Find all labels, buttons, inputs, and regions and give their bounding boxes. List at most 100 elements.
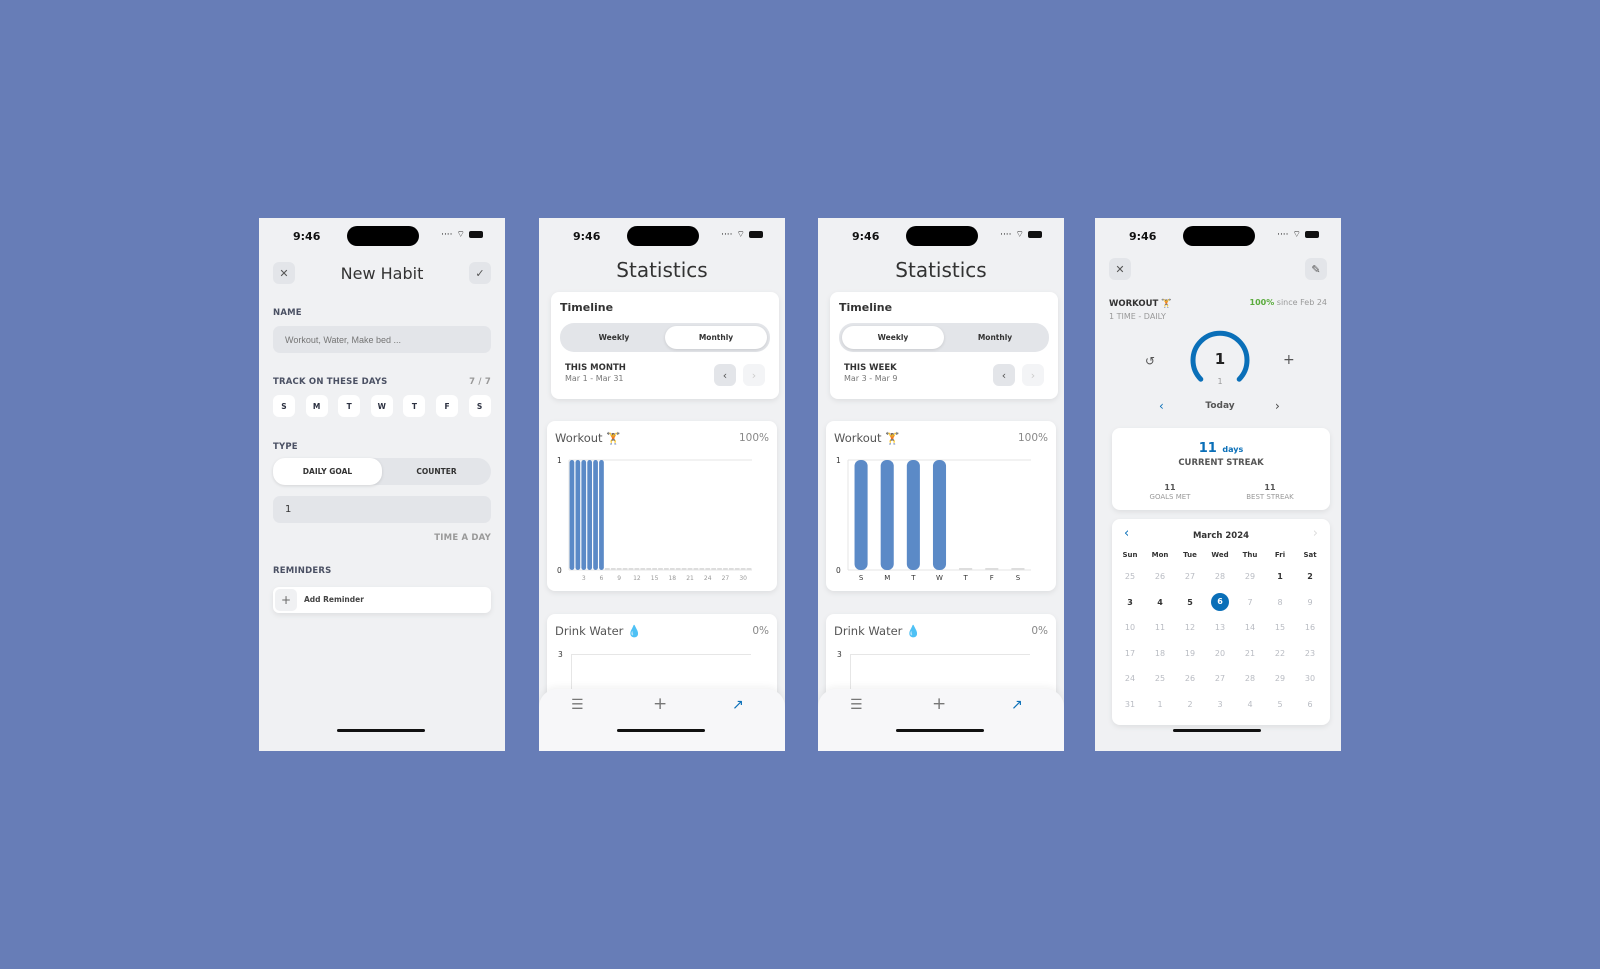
calendar-day[interactable]: 24 [1124, 674, 1136, 684]
calendar-day[interactable]: 2 [1187, 700, 1193, 709]
status-time: 9:46 [1129, 230, 1157, 243]
calendar-day[interactable]: 17 [1124, 648, 1136, 658]
calendar-day[interactable]: 30 [1304, 674, 1316, 684]
calendar-day[interactable]: 29 [1274, 674, 1286, 684]
day-label: Today [1205, 401, 1235, 411]
calendar-day[interactable]: 11 [1154, 623, 1166, 633]
calendar-day[interactable]: 31 [1124, 700, 1136, 709]
calendar-day[interactable]: 26 [1184, 674, 1196, 684]
day-toggle[interactable]: W [370, 395, 393, 417]
battery-icon [749, 231, 763, 238]
tab-monthly[interactable]: Monthly [977, 333, 1013, 342]
day-toggle[interactable]: F [436, 395, 458, 417]
y-tick-label: 0 [557, 566, 562, 575]
next-period-button[interactable]: › [743, 364, 765, 386]
bar [599, 460, 604, 570]
calendar-day[interactable]: 1 [1157, 700, 1163, 709]
calendar-day[interactable]: 28 [1214, 572, 1226, 581]
tab-weekly[interactable]: Weekly [598, 333, 630, 342]
calendar-day[interactable]: 2 [1307, 572, 1313, 581]
calendar-day[interactable]: 14 [1244, 623, 1256, 633]
goal-value: 1 [1217, 377, 1223, 386]
y-tick-label: 1 [836, 456, 841, 465]
name-input[interactable] [273, 326, 491, 353]
previous-period-button[interactable]: ‹ [993, 364, 1015, 386]
tab-habits[interactable]: ☰ [850, 697, 863, 713]
calendar-day[interactable]: 6 [1211, 592, 1229, 611]
calendar-day[interactable]: 22 [1274, 648, 1286, 658]
calendar-day[interactable]: 3 [1127, 597, 1133, 607]
calendar-day[interactable]: 3 [1217, 700, 1223, 709]
calendar-day[interactable]: 5 [1187, 597, 1193, 607]
calendar-day[interactable]: 6 [1307, 700, 1313, 709]
day-toggle[interactable]: M [305, 395, 328, 417]
day-toggle[interactable]: T [338, 395, 361, 417]
chevron-left-icon: ‹ [1124, 526, 1130, 541]
calendar-day[interactable]: 21 [1244, 648, 1256, 658]
calendar-day[interactable]: 29 [1244, 572, 1256, 581]
confirm-button[interactable]: ✓ [469, 262, 491, 284]
calendar-day[interactable]: 25 [1124, 572, 1136, 581]
add-reminder-button[interactable]: + Add Reminder [273, 587, 491, 613]
day-toggle[interactable]: S [468, 395, 491, 417]
history-button[interactable]: ↺ [1145, 354, 1155, 368]
close-button[interactable]: ✕ [273, 262, 295, 284]
tab-habits[interactable]: ☰ [571, 697, 584, 713]
close-button[interactable]: ✕ [1109, 258, 1131, 280]
calendar-day[interactable]: 5 [1277, 700, 1283, 709]
calendar-day[interactable]: 12 [1184, 623, 1196, 633]
goal-input[interactable]: 1 [273, 496, 491, 523]
calendar-day[interactable]: 25 [1154, 674, 1166, 684]
day-toggle[interactable]: T [403, 395, 426, 417]
tab-statistics[interactable]: ↗ [1011, 697, 1023, 713]
statistics-weekly-screen: 9:46 ···· ⌔ Statistics Timeline Weekly Mo… [818, 218, 1064, 751]
calendar-day[interactable]: 4 [1247, 700, 1253, 709]
next-month-button[interactable]: › [1313, 526, 1318, 541]
success-since: since Feb 24 [1276, 298, 1327, 307]
calendar-day[interactable]: 16 [1304, 623, 1316, 633]
next-period-button[interactable]: › [1022, 364, 1044, 386]
previous-period-button[interactable]: ‹ [714, 364, 736, 386]
calendar-day[interactable]: 7 [1247, 597, 1253, 607]
type-daily-goal[interactable]: DAILY GOAL [273, 458, 382, 485]
next-day-button[interactable]: › [1275, 399, 1280, 413]
increment-button[interactable]: + [1283, 352, 1295, 368]
x-tick-label: 18 [668, 575, 676, 582]
calendar-day[interactable]: 4 [1157, 597, 1163, 607]
type-counter[interactable]: COUNTER [416, 467, 457, 476]
weekday-header: Sun [1122, 551, 1138, 559]
calendar-day[interactable]: 13 [1214, 623, 1226, 633]
edit-button[interactable]: ✎ [1305, 258, 1327, 280]
habit-schedule: 1 TIME - DAILY [1109, 312, 1166, 321]
calendar-day[interactable]: 23 [1304, 648, 1316, 658]
tab-add[interactable]: + [653, 694, 667, 714]
calendar-day[interactable]: 26 [1154, 572, 1166, 581]
tab-statistics[interactable]: ↗ [732, 697, 744, 713]
calendar-day[interactable]: 18 [1154, 648, 1166, 658]
tab-monthly[interactable]: Monthly [665, 326, 767, 349]
calendar-day[interactable]: 9 [1307, 597, 1313, 607]
previous-day-button[interactable]: ‹ [1159, 399, 1164, 413]
calendar-day[interactable]: 15 [1274, 623, 1286, 633]
y-tick-label: 0 [836, 566, 841, 575]
goals-met-value: 11 [1164, 483, 1176, 492]
calendar-day[interactable]: 27 [1214, 674, 1226, 684]
dynamic-island [347, 226, 419, 246]
previous-month-button[interactable]: ‹ [1124, 526, 1129, 541]
calendar-day[interactable]: 1 [1277, 572, 1283, 581]
calendar-day[interactable]: 8 [1277, 597, 1283, 607]
calendar-day[interactable]: 27 [1184, 572, 1196, 581]
name-label: NAME [273, 308, 302, 318]
tab-add[interactable]: + [932, 694, 946, 714]
day-toggle[interactable]: S [273, 395, 295, 417]
calendar-day[interactable]: 19 [1184, 648, 1196, 658]
tab-weekly[interactable]: Weekly [842, 326, 944, 349]
habit-title: Drink Water 💧 [555, 624, 642, 638]
gridline [850, 654, 1030, 655]
status-icons: ···· ⌔ [1277, 229, 1319, 240]
progress-ring[interactable] [1188, 328, 1252, 392]
calendar-day[interactable]: 20 [1214, 648, 1226, 658]
count-value: 1 [1214, 350, 1226, 368]
calendar-day[interactable]: 10 [1124, 623, 1136, 633]
calendar-day[interactable]: 28 [1244, 674, 1256, 684]
